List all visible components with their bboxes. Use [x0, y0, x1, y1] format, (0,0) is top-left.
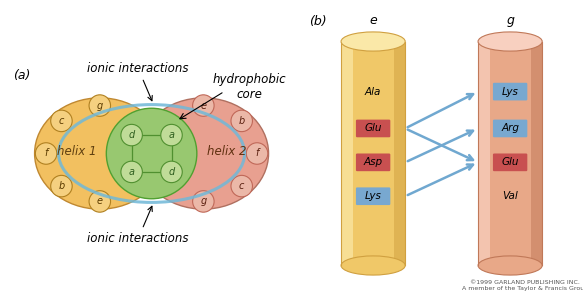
FancyBboxPatch shape — [356, 120, 391, 137]
FancyBboxPatch shape — [356, 154, 391, 171]
Text: Glu: Glu — [364, 123, 382, 134]
Circle shape — [89, 95, 111, 116]
Text: b: b — [238, 116, 245, 126]
Bar — [478, 41, 542, 266]
Text: ©1999 GARLAND PUBLISHING INC.
A member of the Taylor & Francis Group: ©1999 GARLAND PUBLISHING INC. A member o… — [462, 280, 583, 290]
Text: hydrophobic
core: hydrophobic core — [213, 73, 286, 101]
FancyBboxPatch shape — [493, 120, 527, 137]
Text: b: b — [58, 181, 65, 191]
Circle shape — [161, 124, 182, 146]
Bar — [531, 41, 542, 266]
Ellipse shape — [478, 32, 542, 51]
Text: helix 1: helix 1 — [57, 145, 97, 158]
Text: f: f — [44, 149, 48, 158]
Text: (b): (b) — [309, 15, 326, 28]
Circle shape — [246, 143, 268, 164]
Text: f: f — [255, 149, 259, 158]
Text: e: e — [97, 196, 103, 206]
FancyBboxPatch shape — [356, 187, 391, 205]
Bar — [394, 41, 405, 266]
Text: (a): (a) — [13, 69, 31, 82]
Bar — [341, 41, 353, 266]
Circle shape — [231, 175, 252, 197]
Circle shape — [51, 175, 72, 197]
Ellipse shape — [138, 98, 269, 209]
Text: e: e — [369, 14, 377, 27]
Ellipse shape — [341, 256, 405, 275]
Circle shape — [121, 161, 142, 183]
Text: Val: Val — [502, 191, 518, 201]
Circle shape — [121, 124, 142, 146]
Circle shape — [89, 191, 111, 212]
Ellipse shape — [341, 32, 405, 51]
Text: Lys: Lys — [502, 87, 518, 97]
Text: d: d — [128, 130, 135, 140]
Circle shape — [106, 108, 197, 199]
Bar — [478, 41, 490, 266]
Text: Asp: Asp — [364, 157, 382, 167]
Text: Lys: Lys — [365, 191, 381, 201]
Bar — [341, 41, 405, 266]
Ellipse shape — [34, 98, 165, 209]
Circle shape — [192, 95, 214, 116]
Circle shape — [231, 110, 252, 132]
Text: g: g — [97, 101, 103, 111]
Text: g: g — [200, 196, 206, 206]
FancyBboxPatch shape — [493, 154, 527, 171]
Circle shape — [192, 191, 214, 212]
Text: g: g — [506, 14, 514, 27]
Circle shape — [36, 143, 57, 164]
Text: c: c — [59, 116, 64, 126]
Text: Arg: Arg — [501, 123, 519, 134]
Text: a: a — [129, 167, 135, 177]
Text: a: a — [168, 130, 174, 140]
Ellipse shape — [478, 256, 542, 275]
FancyBboxPatch shape — [493, 83, 527, 100]
Circle shape — [51, 110, 72, 132]
Circle shape — [161, 161, 182, 183]
Text: d: d — [168, 167, 175, 177]
Text: helix 2: helix 2 — [206, 145, 246, 158]
Text: Glu: Glu — [501, 157, 519, 167]
Text: e: e — [201, 101, 206, 111]
Text: c: c — [239, 181, 244, 191]
Text: ionic interactions: ionic interactions — [87, 206, 189, 245]
Text: ionic interactions: ionic interactions — [87, 62, 189, 101]
Text: Ala: Ala — [365, 87, 381, 97]
